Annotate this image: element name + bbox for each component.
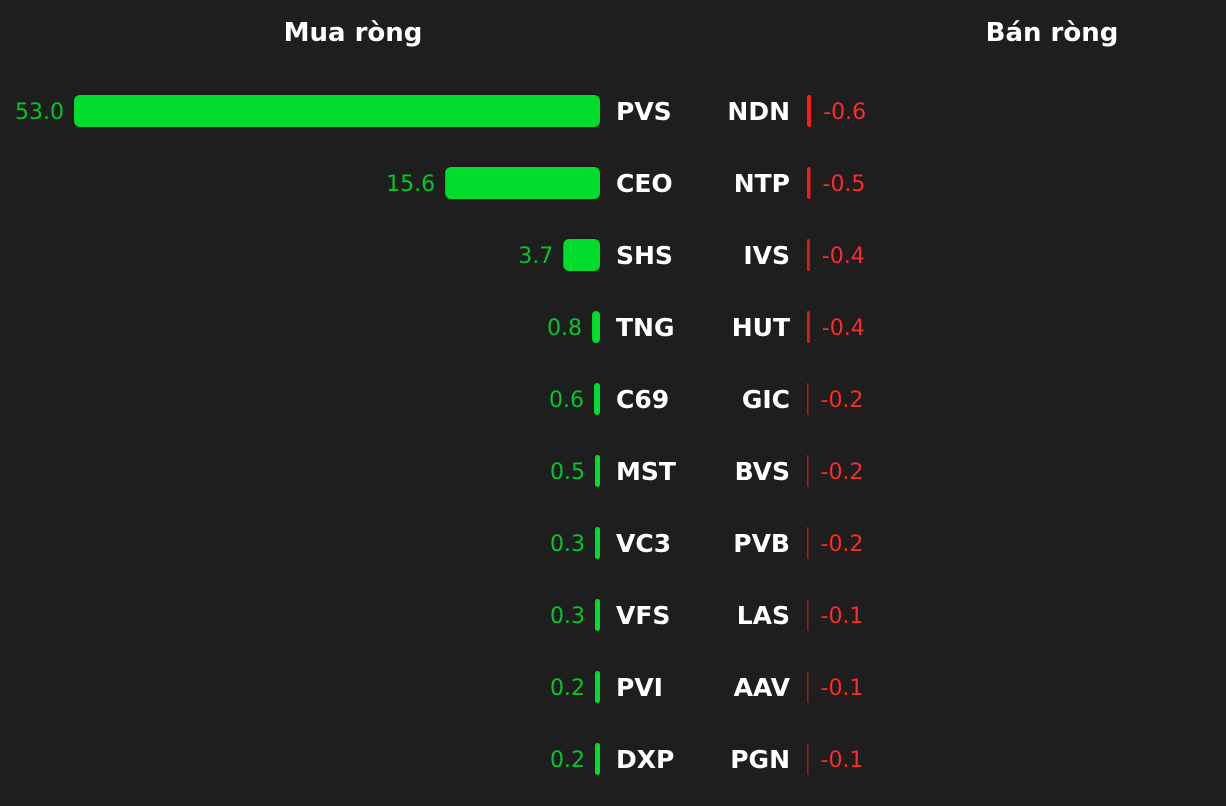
sell-title: Bán ròng <box>986 18 1119 48</box>
sell-ticker-label: NDN <box>727 97 790 126</box>
sell-value-label: -0.2 <box>821 388 864 413</box>
sell-value-label: -0.6 <box>823 100 866 125</box>
sell-value-label: -0.1 <box>821 676 864 701</box>
buy-ticker-label: TNG <box>616 313 675 342</box>
buy-ticker-label: SHS <box>616 241 673 270</box>
sell-bar <box>807 167 811 199</box>
buy-ticker-label: VC3 <box>616 529 671 558</box>
sell-bar <box>807 239 810 271</box>
sell-ticker-label: IVS <box>743 241 790 270</box>
buy-title: Mua ròng <box>284 18 423 48</box>
buy-value-label: 0.5 <box>550 460 585 485</box>
sell-value-label: -0.4 <box>822 244 865 269</box>
buy-bar <box>445 167 600 199</box>
buy-value-label: 0.6 <box>549 388 584 413</box>
buy-bar <box>74 95 600 127</box>
buy-value-label: 15.6 <box>386 172 435 197</box>
buy-bar <box>595 527 600 559</box>
buy-ticker-label: PVS <box>616 97 672 126</box>
buy-ticker-label: MST <box>616 457 676 486</box>
sell-bar <box>807 671 809 703</box>
sell-value-label: -0.5 <box>823 172 866 197</box>
buy-ticker-label: C69 <box>616 385 669 414</box>
sell-ticker-label: GIC <box>742 385 790 414</box>
sell-ticker-label: PGN <box>730 745 790 774</box>
buy-value-label: 0.3 <box>550 532 585 557</box>
buy-bar <box>595 455 600 487</box>
buy-ticker-label: DXP <box>616 745 674 774</box>
sell-bar <box>807 455 809 487</box>
sell-value-label: -0.1 <box>821 604 864 629</box>
sell-value-label: -0.2 <box>821 532 864 557</box>
buy-bar <box>595 671 600 703</box>
buy-ticker-label: PVI <box>616 673 663 702</box>
buy-bar <box>594 383 600 415</box>
sell-ticker-label: LAS <box>737 601 790 630</box>
sell-ticker-label: BVS <box>735 457 790 486</box>
buy-bar <box>595 743 600 775</box>
buy-value-label: 53.0 <box>15 100 64 125</box>
sell-bar <box>807 383 809 415</box>
buy-bar <box>595 599 600 631</box>
buy-value-label: 0.2 <box>550 676 585 701</box>
buy-bar <box>563 239 600 271</box>
sell-value-label: -0.2 <box>821 460 864 485</box>
buy-value-label: 0.3 <box>550 604 585 629</box>
sell-ticker-label: NTP <box>734 169 790 198</box>
sell-bar <box>807 743 809 775</box>
sell-value-label: -0.1 <box>821 748 864 773</box>
sell-bar <box>807 311 810 343</box>
sell-ticker-label: PVB <box>733 529 790 558</box>
buy-ticker-label: CEO <box>616 169 673 198</box>
sell-ticker-label: AAV <box>734 673 791 702</box>
sell-bar <box>807 527 809 559</box>
sell-bar <box>807 95 812 127</box>
buy-bar <box>592 311 600 343</box>
sell-ticker-label: HUT <box>732 313 790 342</box>
buy-value-label: 3.7 <box>518 244 553 269</box>
sell-bar <box>807 599 809 631</box>
sell-value-label: -0.4 <box>822 316 865 341</box>
buy-ticker-label: VFS <box>616 601 670 630</box>
buy-value-label: 0.2 <box>550 748 585 773</box>
buy-value-label: 0.8 <box>547 316 582 341</box>
